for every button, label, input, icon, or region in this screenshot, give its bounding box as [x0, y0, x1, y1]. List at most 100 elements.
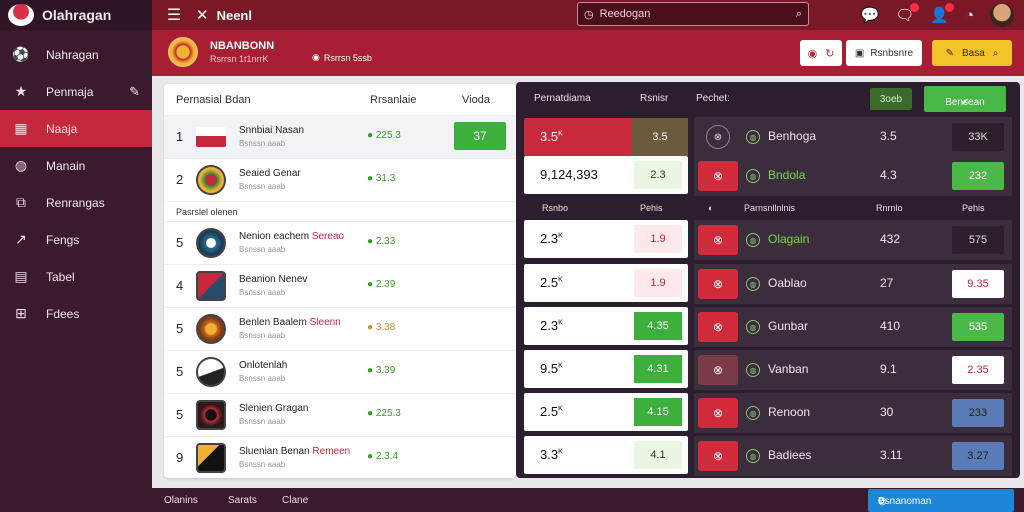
chat-icon[interactable]: 💬 [860, 7, 880, 24]
bet-button[interactable]: 232 [952, 162, 1004, 190]
col-header[interactable]: Rnrnlo [876, 203, 903, 213]
avatar[interactable] [990, 3, 1014, 27]
table-row[interactable]: 5 Nenion eachem Sereao Bsnssn aaab ● 2.3… [164, 222, 516, 265]
sidebar-item-naaja[interactable]: ▦ Naaja [0, 110, 152, 147]
team-sub: Bsnssn aaab [239, 139, 286, 148]
col-header[interactable]: Vioda [462, 93, 490, 106]
bet-button[interactable]: 233 [952, 399, 1004, 427]
col-header[interactable]: Pernatdiama [534, 93, 591, 104]
col-header[interactable]: Rsnbo [542, 203, 569, 213]
score-box[interactable]: 9.5K 4.31 [524, 350, 688, 388]
col-header[interactable]: Pernasial Bdan [176, 93, 251, 106]
score-box[interactable]: 2.5K 1.9 [524, 264, 688, 302]
bet-button[interactable]: 9.35 [952, 270, 1004, 298]
soccer-ball-icon: ⚽ [12, 46, 30, 62]
match-row[interactable]: ⊗ ◍ Gunbar 410 535 [694, 307, 1012, 347]
score-box[interactable]: 2.3K 4.35 [524, 307, 688, 345]
col-header[interactable]: Pehis [640, 203, 663, 213]
close-circle-icon[interactable]: ⊗ [698, 355, 738, 385]
close-circle-icon[interactable]: ⊗ [698, 441, 738, 471]
sidebar-item-nahragan[interactable]: ⚽ Nahragan [0, 36, 152, 73]
app-brand[interactable]: Olahragan [0, 0, 152, 30]
odd-pill[interactable]: 37 [454, 122, 506, 150]
bet-button[interactable]: 575 [952, 226, 1004, 254]
match-row[interactable]: ⊗ ◍ Badiees 3.11 3.27 [694, 436, 1012, 476]
record-button[interactable]: ◉ ↻ [800, 40, 842, 66]
team-name: Seaied Genar [239, 168, 301, 179]
search-input[interactable] [599, 8, 790, 20]
odd-value[interactable]: 3.5 [632, 118, 688, 156]
confirm-button[interactable]: ✔ Bensean [924, 86, 1006, 112]
table-row[interactable]: 1 Snnbiai Nasan Bsnssn aaab ● 225.3 37 [164, 116, 516, 159]
bottom-bar: Olanins Sarats Clane ⟳ ◎ Bsnanoman [152, 488, 1024, 512]
close-circle-icon[interactable]: ⊗ [698, 161, 738, 191]
odd-value[interactable]: 4.15 [634, 398, 682, 426]
filter-button[interactable]: 3oeb [870, 88, 912, 110]
bet-button[interactable]: 33K [952, 123, 1004, 151]
bottom-action-button[interactable]: ⟳ ◎ Bsnanoman [868, 489, 1014, 512]
bottom-link[interactable]: Olanins [164, 495, 198, 506]
close-circle-icon[interactable]: ⊗ [698, 312, 738, 342]
search-bar[interactable]: ◷ ⌕ [577, 2, 809, 26]
sidebar-item-tabel[interactable]: ▤ Tabel [0, 258, 152, 295]
search-icon[interactable]: ⌕ [795, 7, 802, 20]
table-row[interactable]: 9 Sluenian Benan Remeen Bsnssn aaab ● 2.… [164, 437, 516, 480]
match-value: 3.11 [880, 448, 903, 462]
table-row[interactable]: 5 Benlen Baalem Sleenn Bsnssn aaab ● 3.3… [164, 308, 516, 351]
bet-button[interactable]: 535 [952, 313, 1004, 341]
match-row[interactable]: ⊗ ◍ Benhoga 3.5 33K [694, 117, 1012, 157]
bottom-link[interactable]: Sarats [228, 495, 257, 506]
sidebar-item-renrangas[interactable]: ⧉ Renrangas [0, 184, 152, 221]
app-logo [8, 4, 34, 26]
close-circle-icon[interactable]: ⊗ [698, 398, 738, 428]
sidebar-item-penmaja[interactable]: ★ Penmaja ✎ [0, 73, 152, 110]
score-box[interactable]: 3.5K 3.5 [524, 118, 688, 156]
odd-value[interactable]: 1.9 [634, 269, 682, 297]
score-box[interactable]: 3.3K 4.1 [524, 436, 688, 474]
bottom-link[interactable]: Clane [282, 495, 309, 506]
table-row[interactable]: 4 Beanion Nenev Bsnssn aaab ● 2.39 [164, 265, 516, 308]
timer-icon[interactable]: ◔ [964, 6, 974, 24]
table-row[interactable]: 5 Slenien Gragan Bsnssn aaab ● 225.3 [164, 394, 516, 437]
odd-value[interactable]: 4.31 [634, 355, 682, 383]
close-circle-icon[interactable]: ⊗ [706, 125, 730, 149]
odd-value[interactable]: 1.9 [634, 225, 682, 253]
score-value: 2.5K [540, 404, 563, 419]
check-icon: ✔ [960, 97, 970, 108]
odd-value[interactable]: 4.35 [634, 312, 682, 340]
notification-icon[interactable]: 🗨 [895, 3, 920, 24]
match-row[interactable]: ⊗ ◍ Oablao 27 9.35 [694, 264, 1012, 304]
col-header[interactable]: Rrsanlaie [370, 93, 417, 106]
team-name: Benlen Baalem Sleenn [239, 317, 341, 328]
col-header[interactable]: Pechet: [696, 93, 730, 104]
ball-icon: ◍ [746, 277, 760, 291]
match-row[interactable]: ⊗ ◍ Bndola 4.3 232 [694, 156, 1012, 196]
user-alert-icon[interactable]: 👤 [930, 3, 954, 24]
table-row[interactable]: 2 Seaied Genar Bsnssn aaab ● 31.3 [164, 159, 516, 202]
match-row[interactable]: ⊗ ◍ Vanban 9.1 2.35 [694, 350, 1012, 390]
col-header[interactable]: Pehis [962, 203, 985, 213]
match-row[interactable]: ⊗ ◍ Renoon 30 233 [694, 393, 1012, 433]
col-header[interactable]: Parnsnllnlnis [744, 203, 796, 213]
bet-button[interactable]: 3.27 [952, 442, 1004, 470]
sidebar-item-fdees[interactable]: ⊞ Fdees [0, 295, 152, 332]
sidebar-item-fengs[interactable]: ↗ Fengs [0, 221, 152, 258]
score-box[interactable]: 2.5K 4.15 [524, 393, 688, 431]
bet-button[interactable]: 2.35 [952, 356, 1004, 384]
primary-action-button[interactable]: ✎ Basa ⌕ [932, 40, 1012, 66]
table-row[interactable]: 5 Onlotenlah Bsnssn aaab ● 3.39 [164, 351, 516, 394]
odd-value[interactable]: 4.1 [634, 441, 682, 469]
match-row[interactable]: ⊗ ◍ Olagain 432 575 [694, 220, 1012, 260]
edit-icon[interactable]: ✎ [129, 83, 140, 99]
secondary-action-button[interactable]: ▣ Rsnbsnre [846, 40, 922, 66]
close-circle-icon[interactable]: ⊗ [698, 225, 738, 255]
odd-value[interactable]: 2.3 [634, 161, 682, 189]
ball-icon: ◍ [746, 130, 760, 144]
score-box[interactable]: 9,124,393 2.3 [524, 156, 688, 194]
team-name: Sluenian Benan Remeen [239, 446, 351, 457]
menu-icon[interactable]: ☰ [166, 7, 182, 24]
score-box[interactable]: 2.3K 1.9 [524, 220, 688, 258]
sidebar-item-manain[interactable]: ◍ Manain [0, 147, 152, 184]
col-header[interactable]: Rsnisr [640, 93, 669, 104]
close-circle-icon[interactable]: ⊗ [698, 269, 738, 299]
